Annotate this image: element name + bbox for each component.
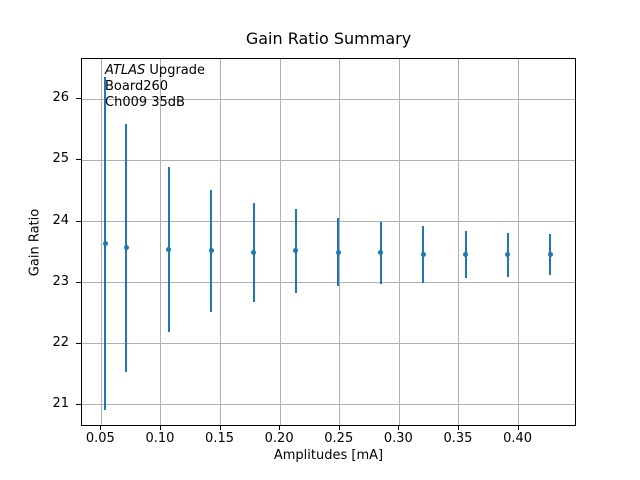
y-tick [76, 281, 81, 283]
x-gridline [279, 59, 281, 425]
x-tick-label: 0.35 [443, 431, 473, 446]
plot-area: ATLAS Upgrade Board260 Ch009 35dB [81, 58, 576, 426]
x-gridline [339, 59, 341, 425]
data-point-marker [166, 246, 172, 252]
data-point-marker [420, 252, 426, 258]
y-gridline [82, 159, 575, 161]
y-gridline [82, 221, 575, 223]
chart-title: Gain Ratio Summary [245, 29, 412, 48]
x-tick [159, 426, 161, 430]
data-point-marker [378, 250, 384, 256]
y-tick [76, 342, 81, 344]
data-point-marker [123, 245, 129, 251]
y-tick [76, 98, 81, 100]
x-tick-label: 0.15 [205, 431, 234, 446]
y-gridline [82, 404, 575, 406]
annotation-upgrade: Upgrade [149, 63, 206, 78]
x-axis-label: Amplitudes [mA] [273, 448, 384, 463]
x-tick [279, 426, 281, 430]
data-point-marker [208, 248, 214, 254]
x-tick-label: 0.40 [503, 431, 533, 446]
y-tick-label: 23 [52, 273, 69, 289]
y-tick-label: 22 [52, 334, 69, 350]
x-tick-label: 0.20 [264, 431, 294, 446]
y-gridline [82, 98, 575, 100]
x-gridline [518, 59, 520, 425]
x-gridline [160, 59, 162, 425]
annotation-experiment: ATLAS [105, 63, 146, 78]
y-tick-label: 26 [52, 90, 69, 106]
x-gridline [458, 59, 460, 425]
x-tick-label: 0.25 [324, 431, 354, 446]
y-tick [76, 159, 81, 161]
data-point-marker [293, 248, 299, 254]
x-tick [457, 426, 459, 430]
y-gridline [82, 282, 575, 284]
annotation: ATLAS Upgrade Board260 Ch009 35dB [105, 63, 205, 111]
x-tick [338, 426, 340, 430]
y-gridline [82, 343, 575, 345]
y-tick-label: 25 [52, 151, 69, 167]
data-point-marker [335, 249, 341, 255]
data-point-marker [547, 252, 553, 258]
x-tick [517, 426, 519, 430]
annotation-line-1: ATLAS Upgrade [105, 63, 205, 79]
x-tick-label: 0.30 [383, 431, 413, 446]
y-tick [76, 220, 81, 222]
x-tick-label: 0.05 [85, 431, 115, 446]
annotation-line-2: Board260 [105, 79, 169, 94]
y-tick-label: 21 [52, 395, 69, 411]
annotation-line-3: Ch009 35dB [105, 95, 185, 110]
x-gridline [398, 59, 400, 425]
x-tick [100, 426, 102, 430]
x-tick [219, 426, 221, 430]
data-point-marker [505, 252, 511, 258]
data-point-marker [463, 252, 469, 258]
y-tick-label: 24 [52, 212, 69, 228]
x-tick [398, 426, 400, 430]
data-point-marker [251, 250, 257, 256]
x-gridline [100, 59, 102, 425]
x-gridline [220, 59, 222, 425]
x-tick-label: 0.10 [145, 431, 175, 446]
data-point-marker [102, 241, 108, 247]
y-tick [76, 403, 81, 405]
